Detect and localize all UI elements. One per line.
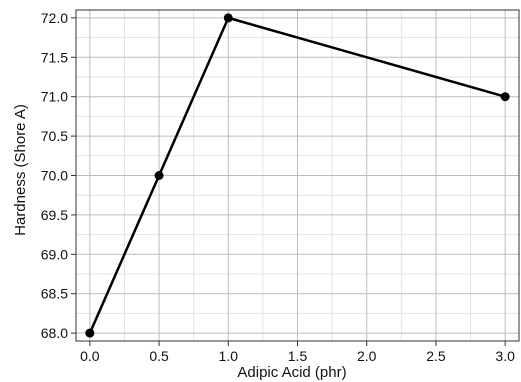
x-tick-label: 0.5 (149, 348, 169, 364)
y-tick-label: 68.5 (41, 286, 68, 302)
y-tick-label: 72.0 (41, 10, 68, 26)
x-tick-label: 2.5 (426, 348, 446, 364)
y-tick-label: 69.5 (41, 207, 68, 223)
x-tick-label: 3.0 (495, 348, 515, 364)
y-tick-label: 70.5 (41, 128, 68, 144)
data-point (154, 171, 164, 180)
series-layer (85, 13, 510, 338)
y-axis-title: Hardness (Shore A) (12, 104, 29, 236)
data-point (223, 13, 233, 23)
x-tick-label: 0.0 (80, 348, 100, 364)
y-tick-label: 71.5 (41, 49, 68, 65)
x-tick-label: 2.0 (357, 348, 377, 364)
x-tick-label: 1.5 (288, 348, 308, 364)
x-axis-title: Adipic Acid (phr) (237, 364, 346, 381)
x-tick-label: 1.0 (219, 348, 239, 364)
grid-lines (76, 10, 519, 341)
y-tick-label: 70.0 (41, 168, 68, 184)
y-tick-label: 71.0 (41, 89, 68, 105)
data-point (85, 328, 95, 338)
axis-ticks: 0.0 0.5 1.0 1.5 2.0 2.5 3.0 68.0 68.5 69.0 69.5 70.… (41, 10, 515, 364)
data-point (500, 92, 510, 102)
y-tick-label: 69.0 (41, 246, 68, 262)
series-line (88, 16, 506, 334)
y-tick-label: 68.0 (41, 325, 68, 341)
